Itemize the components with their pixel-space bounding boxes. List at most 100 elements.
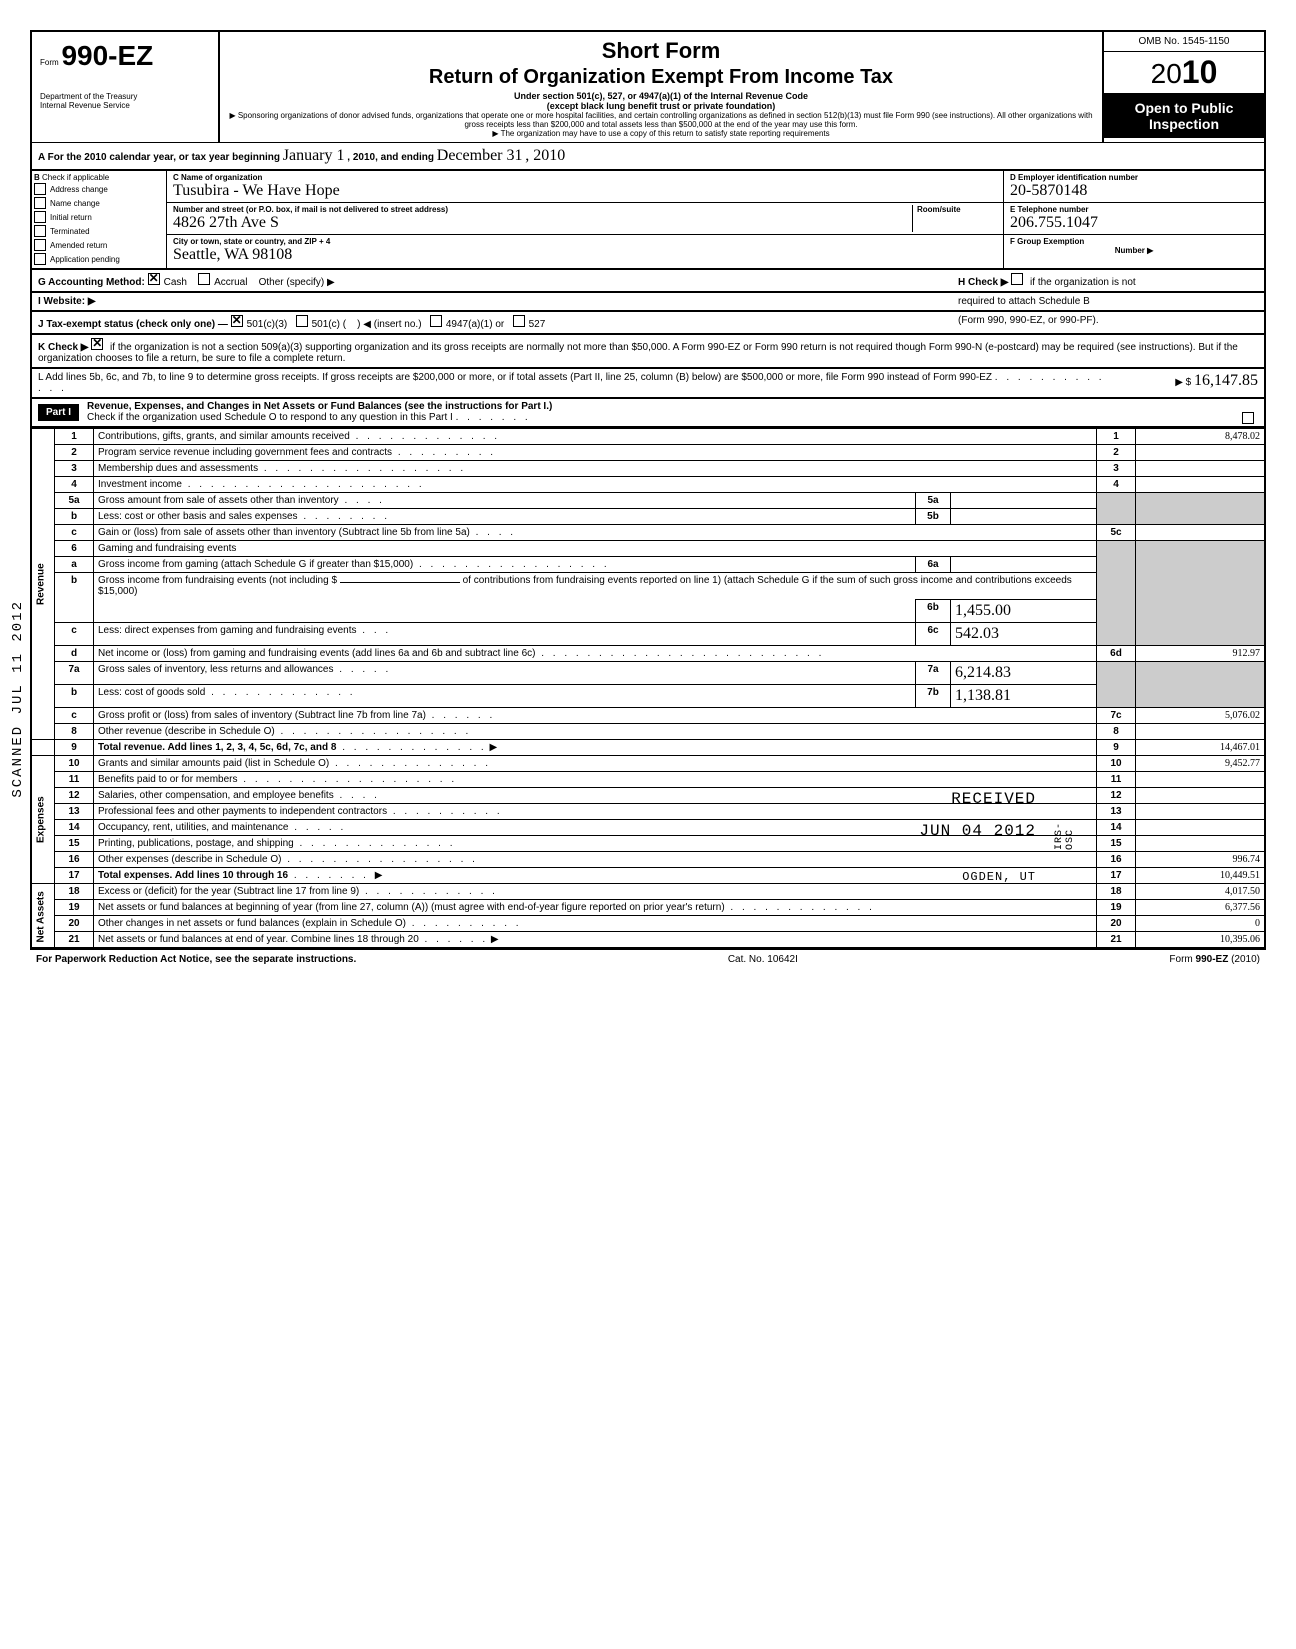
cb-4947[interactable] xyxy=(430,315,442,327)
check-if-applicable: Check if applicable xyxy=(42,173,109,182)
cb-501c[interactable] xyxy=(296,315,308,327)
cb-initial-return[interactable] xyxy=(34,211,46,223)
ln7b-text: Less: cost of goods sold xyxy=(98,687,205,698)
ln7b-ival: 1,138.81 xyxy=(951,685,1096,707)
ln10-text: Grants and similar amounts paid (list in… xyxy=(98,758,329,769)
cb-schedule-b[interactable] xyxy=(1011,273,1023,285)
part1-check: Check if the organization used Schedule … xyxy=(87,412,453,423)
ln4-text: Investment income xyxy=(98,479,182,490)
ln19-rnum: 19 xyxy=(1097,900,1136,916)
j-opt4: 527 xyxy=(529,319,546,330)
ln4-rnum: 4 xyxy=(1097,477,1136,493)
ln6a-ival xyxy=(951,557,1096,572)
ln12-num: 12 xyxy=(55,788,94,804)
dept-irs: Internal Revenue Service xyxy=(40,101,210,110)
sponsor-note: ▶ Sponsoring organizations of donor advi… xyxy=(224,111,1098,129)
cb-address-change[interactable] xyxy=(34,183,46,195)
j-opt2: 501(c) ( xyxy=(312,319,346,330)
j-opt2b: ) ◀ (insert no.) xyxy=(357,319,421,330)
ln5c-val xyxy=(1136,525,1266,541)
ln2-num: 2 xyxy=(55,445,94,461)
ln11-rnum: 11 xyxy=(1097,772,1136,788)
cb-name-change[interactable] xyxy=(34,197,46,209)
cb-schedule-o[interactable] xyxy=(1242,412,1254,424)
ln12-val xyxy=(1136,788,1266,804)
ln3-text: Membership dues and assessments xyxy=(98,463,258,474)
except-note: (except black lung benefit trust or priv… xyxy=(224,101,1098,111)
ln7a-ival: 6,214.83 xyxy=(951,662,1096,684)
ln9-text: Total revenue. Add lines 1, 2, 3, 4, 5c,… xyxy=(98,742,336,753)
cb-k[interactable] xyxy=(91,338,103,350)
ln15-rnum: 15 xyxy=(1097,836,1136,852)
accrual-label: Accrual xyxy=(214,277,247,288)
ln10-num: 10 xyxy=(55,756,94,772)
ln11-num: 11 xyxy=(55,772,94,788)
ln19-num: 19 xyxy=(55,900,94,916)
omb-number: OMB No. 1545-1150 xyxy=(1104,32,1264,52)
ln14-val xyxy=(1136,820,1266,836)
ln8-rnum: 8 xyxy=(1097,724,1136,740)
ln5a-num: 5a xyxy=(55,493,94,509)
h-text: if the organization is not xyxy=(1030,277,1136,288)
title-short-form: Short Form xyxy=(224,38,1098,64)
cb-terminated[interactable] xyxy=(34,225,46,237)
under-section: Under section 501(c), 527, or 4947(a)(1)… xyxy=(224,91,1098,101)
cb-label-1: Name change xyxy=(50,199,100,208)
ln12-rnum: 12 xyxy=(1097,788,1136,804)
revenue-sidebar: Revenue xyxy=(31,429,55,740)
cb-accrual[interactable] xyxy=(198,273,210,285)
j-opt3: 4947(a)(1) or xyxy=(446,319,504,330)
ln6b-ival: 1,455.00 xyxy=(951,600,1096,622)
ln5b-text: Less: cost or other basis and sales expe… xyxy=(98,511,298,522)
ln18-text: Excess or (deficit) for the year (Subtra… xyxy=(98,886,359,897)
form-header: Form 990-EZ Department of the Treasury I… xyxy=(30,30,1266,142)
ln4-val xyxy=(1136,477,1266,493)
cb-label-5: Application pending xyxy=(50,255,120,264)
cb-label-3: Terminated xyxy=(50,227,90,236)
irs-stamp: IRS-OSC xyxy=(1054,822,1076,850)
ln10-rnum: 10 xyxy=(1097,756,1136,772)
ln19-val: 6,377.56 xyxy=(1136,900,1266,916)
ln14-rnum: 14 xyxy=(1097,820,1136,836)
f-label: F Group Exemption xyxy=(1010,237,1258,246)
k-label: K Check ▶ xyxy=(38,342,88,353)
cb-527[interactable] xyxy=(513,315,525,327)
open-to-public: Open to Public Inspection xyxy=(1104,94,1264,138)
ln6c-ival: 542.03 xyxy=(951,623,1096,645)
form-ref: 990-EZ xyxy=(1196,954,1229,965)
form-ref-year: (2010) xyxy=(1228,954,1260,965)
ln7c-rnum: 7c xyxy=(1097,708,1136,724)
addr-label: Number and street (or P.O. box, if mail … xyxy=(173,205,912,214)
ln15-text: Printing, publications, postage, and shi… xyxy=(98,838,294,849)
d-label: D Employer identification number xyxy=(1010,173,1258,182)
ln14-text: Occupancy, rent, utilities, and maintena… xyxy=(98,822,288,833)
ln2-text: Program service revenue including govern… xyxy=(98,447,392,458)
ln21-rnum: 21 xyxy=(1097,932,1136,949)
cb-501c3[interactable] xyxy=(231,315,243,327)
cb-label-0: Address change xyxy=(50,185,108,194)
ln18-val: 4,017.50 xyxy=(1136,884,1266,900)
j-label: J Tax-exempt status (check only one) — xyxy=(38,319,228,330)
cash-label: Cash xyxy=(164,277,187,288)
org-city: Seattle, WA 98108 xyxy=(173,246,997,264)
ln14-num: 14 xyxy=(55,820,94,836)
f-label2: Number ▶ xyxy=(1010,246,1258,255)
ln6c-text: Less: direct expenses from gaming and fu… xyxy=(98,625,356,636)
cb-cash[interactable] xyxy=(148,273,160,285)
cb-pending[interactable] xyxy=(34,253,46,265)
ln13-rnum: 13 xyxy=(1097,804,1136,820)
form-ref-prefix: Form xyxy=(1169,954,1195,965)
h-text2: required to attach Schedule B xyxy=(958,296,1090,307)
ln16-rnum: 16 xyxy=(1097,852,1136,868)
ln17-num: 17 xyxy=(55,868,94,884)
ln9-rnum: 9 xyxy=(1097,740,1136,756)
section-a: A For the 2010 calendar year, or tax yea… xyxy=(30,142,1266,171)
ln21-num: 21 xyxy=(55,932,94,949)
e-label: E Telephone number xyxy=(1010,205,1258,214)
other-label: Other (specify) ▶ xyxy=(259,277,335,288)
ln6c-inum: 6c xyxy=(916,623,951,645)
ln7c-text: Gross profit or (loss) from sales of inv… xyxy=(98,710,426,721)
ln3-num: 3 xyxy=(55,461,94,477)
ln5a-text: Gross amount from sale of assets other t… xyxy=(98,495,339,506)
cb-amended[interactable] xyxy=(34,239,46,251)
